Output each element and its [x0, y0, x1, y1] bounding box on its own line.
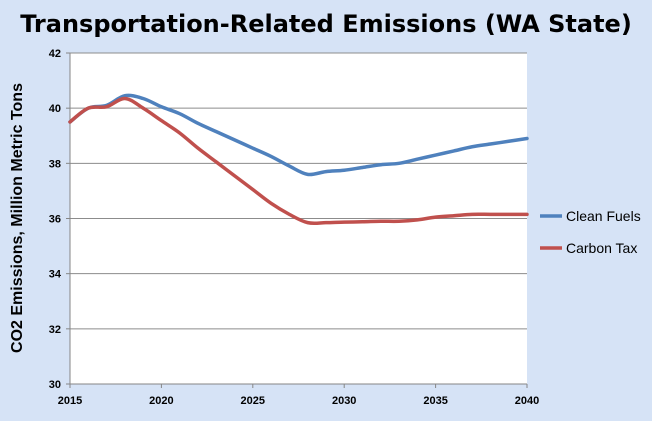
x-tick-label: 2020 [149, 395, 173, 407]
y-tick-label: 42 [49, 48, 61, 60]
series-line-clean-fuels [68, 93, 529, 177]
y-tick-label: 38 [49, 158, 61, 170]
y-axis-label: CO2 Emissions, Million Metric Tons [9, 83, 26, 353]
x-tick-label: 2030 [332, 395, 356, 407]
y-tick-label: 34 [49, 269, 62, 281]
y-tick-label: 36 [49, 214, 61, 226]
series-line-carbon-tax [68, 96, 529, 226]
x-tick-label: 2035 [423, 395, 447, 407]
legend-label-clean-fuels: Clean Fuels [566, 208, 641, 224]
x-tick-label: 2025 [241, 395, 265, 407]
y-tick-label: 32 [49, 324, 61, 336]
x-tick-label: 2040 [515, 395, 539, 407]
chart-title: Transportation-Related Emissions (WA Sta… [20, 10, 632, 38]
legend-label-carbon-tax: Carbon Tax [566, 240, 637, 256]
y-tick-label: 30 [49, 379, 61, 391]
x-tick-label: 2015 [58, 395, 82, 407]
y-tick-label: 40 [49, 103, 61, 115]
